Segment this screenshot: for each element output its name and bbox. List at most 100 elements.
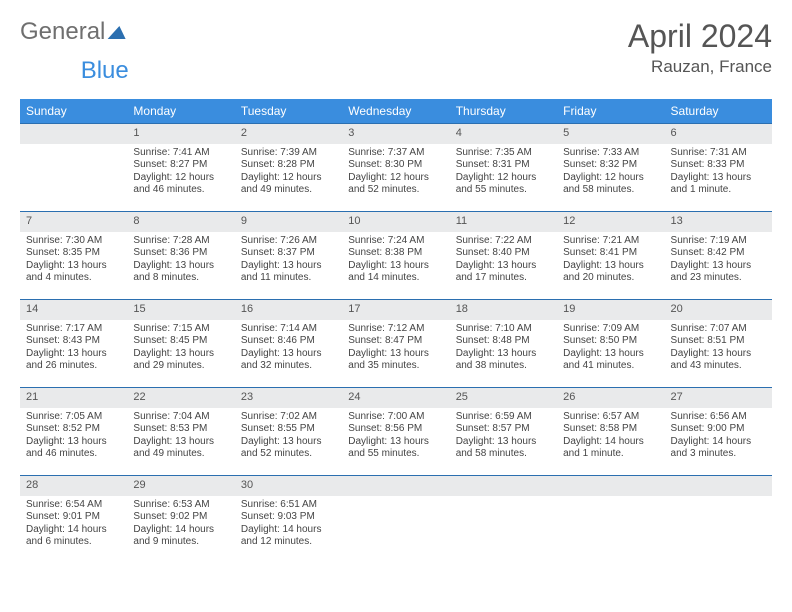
day-info-line: Sunset: 8:35 PM	[26, 247, 121, 260]
calendar-day-cell: 13Sunrise: 7:19 AMSunset: 8:42 PMDayligh…	[665, 211, 772, 299]
calendar-day-cell: 20Sunrise: 7:07 AMSunset: 8:51 PMDayligh…	[665, 299, 772, 387]
day-info-line: and 58 minutes.	[563, 184, 658, 197]
day-body: Sunrise: 6:57 AMSunset: 8:58 PMDaylight:…	[557, 408, 664, 465]
day-info-line: Daylight: 13 hours	[241, 348, 336, 361]
calendar-week-row: 21Sunrise: 7:05 AMSunset: 8:52 PMDayligh…	[20, 387, 772, 475]
day-number-bar: 24	[342, 387, 449, 408]
day-info-line: Sunset: 8:28 PM	[241, 159, 336, 172]
day-body: Sunrise: 7:09 AMSunset: 8:50 PMDaylight:…	[557, 320, 664, 377]
day-info-line: Sunrise: 7:07 AM	[671, 323, 766, 336]
day-info-line: Sunset: 8:37 PM	[241, 247, 336, 260]
day-info-line: Daylight: 13 hours	[26, 260, 121, 273]
day-info-line: Daylight: 12 hours	[133, 172, 228, 185]
day-info-line: Sunset: 8:52 PM	[26, 423, 121, 436]
day-body: Sunrise: 7:31 AMSunset: 8:33 PMDaylight:…	[665, 144, 772, 201]
day-info-line: Sunrise: 7:37 AM	[348, 147, 443, 160]
calendar-table: Sunday Monday Tuesday Wednesday Thursday…	[20, 99, 772, 563]
day-body: Sunrise: 7:00 AMSunset: 8:56 PMDaylight:…	[342, 408, 449, 465]
day-number-bar: 22	[127, 387, 234, 408]
day-info-line: Sunset: 8:45 PM	[133, 335, 228, 348]
day-info-line: and 14 minutes.	[348, 272, 443, 285]
day-info-line: Daylight: 13 hours	[348, 436, 443, 449]
day-body: Sunrise: 7:39 AMSunset: 8:28 PMDaylight:…	[235, 144, 342, 201]
day-info-line: and 29 minutes.	[133, 360, 228, 373]
day-info-line: and 43 minutes.	[671, 360, 766, 373]
day-info-line: Sunset: 8:56 PM	[348, 423, 443, 436]
day-number-bar	[20, 123, 127, 144]
day-info-line: Daylight: 13 hours	[671, 260, 766, 273]
day-body: Sunrise: 7:22 AMSunset: 8:40 PMDaylight:…	[450, 232, 557, 289]
day-info-line: Sunrise: 6:53 AM	[133, 499, 228, 512]
weekday-header-row: Sunday Monday Tuesday Wednesday Thursday…	[20, 99, 772, 123]
logo-text-2: Blue	[81, 57, 129, 85]
day-number-bar: 16	[235, 299, 342, 320]
day-info-line: and 17 minutes.	[456, 272, 551, 285]
day-info-line: and 46 minutes.	[26, 448, 121, 461]
day-info-line: Sunrise: 7:10 AM	[456, 323, 551, 336]
day-body: Sunrise: 6:56 AMSunset: 9:00 PMDaylight:…	[665, 408, 772, 465]
day-info-line: and 55 minutes.	[456, 184, 551, 197]
day-info-line: Sunset: 8:27 PM	[133, 159, 228, 172]
day-info-line: Sunrise: 7:30 AM	[26, 235, 121, 248]
day-info-line: Sunset: 8:43 PM	[26, 335, 121, 348]
calendar-day-cell: 17Sunrise: 7:12 AMSunset: 8:47 PMDayligh…	[342, 299, 449, 387]
day-info-line: Sunset: 8:40 PM	[456, 247, 551, 260]
calendar-week-row: 28Sunrise: 6:54 AMSunset: 9:01 PMDayligh…	[20, 475, 772, 563]
day-info-line: Sunrise: 7:05 AM	[26, 411, 121, 424]
day-body: Sunrise: 7:05 AMSunset: 8:52 PMDaylight:…	[20, 408, 127, 465]
day-info-line: Daylight: 12 hours	[563, 172, 658, 185]
day-body: Sunrise: 7:19 AMSunset: 8:42 PMDaylight:…	[665, 232, 772, 289]
day-body: Sunrise: 7:04 AMSunset: 8:53 PMDaylight:…	[127, 408, 234, 465]
day-info-line: Daylight: 12 hours	[456, 172, 551, 185]
day-info-line: and 52 minutes.	[241, 448, 336, 461]
day-info-line: and 32 minutes.	[241, 360, 336, 373]
day-info-line: Sunrise: 7:26 AM	[241, 235, 336, 248]
calendar-day-cell: 7Sunrise: 7:30 AMSunset: 8:35 PMDaylight…	[20, 211, 127, 299]
day-info-line: Sunrise: 6:51 AM	[241, 499, 336, 512]
day-info-line: Sunrise: 7:31 AM	[671, 147, 766, 160]
day-info-line: Daylight: 13 hours	[456, 436, 551, 449]
day-info-line: and 26 minutes.	[26, 360, 121, 373]
day-info-line: Sunset: 9:01 PM	[26, 511, 121, 524]
day-number-bar: 9	[235, 211, 342, 232]
calendar-day-cell: 26Sunrise: 6:57 AMSunset: 8:58 PMDayligh…	[557, 387, 664, 475]
day-info-line: Sunrise: 7:28 AM	[133, 235, 228, 248]
day-body: Sunrise: 7:28 AMSunset: 8:36 PMDaylight:…	[127, 232, 234, 289]
day-body: Sunrise: 7:37 AMSunset: 8:30 PMDaylight:…	[342, 144, 449, 201]
day-body: Sunrise: 7:17 AMSunset: 8:43 PMDaylight:…	[20, 320, 127, 377]
calendar-day-cell: 8Sunrise: 7:28 AMSunset: 8:36 PMDaylight…	[127, 211, 234, 299]
day-info-line: Sunrise: 7:24 AM	[348, 235, 443, 248]
calendar-day-cell: 30Sunrise: 6:51 AMSunset: 9:03 PMDayligh…	[235, 475, 342, 563]
day-info-line: Daylight: 13 hours	[563, 260, 658, 273]
day-number-bar: 6	[665, 123, 772, 144]
day-info-line: Sunset: 8:57 PM	[456, 423, 551, 436]
day-body: Sunrise: 7:24 AMSunset: 8:38 PMDaylight:…	[342, 232, 449, 289]
day-info-line: and 20 minutes.	[563, 272, 658, 285]
day-info-line: Sunset: 8:38 PM	[348, 247, 443, 260]
weekday-header: Tuesday	[235, 99, 342, 123]
day-info-line: and 8 minutes.	[133, 272, 228, 285]
day-info-line: Sunrise: 6:59 AM	[456, 411, 551, 424]
day-info-line: Sunrise: 7:12 AM	[348, 323, 443, 336]
logo-text-1: General	[20, 18, 105, 46]
day-info-line: Daylight: 14 hours	[563, 436, 658, 449]
day-info-line: Sunrise: 7:22 AM	[456, 235, 551, 248]
day-info-line: Sunset: 9:02 PM	[133, 511, 228, 524]
calendar-day-cell: 9Sunrise: 7:26 AMSunset: 8:37 PMDaylight…	[235, 211, 342, 299]
day-info-line: Sunrise: 7:39 AM	[241, 147, 336, 160]
day-info-line: Sunset: 8:30 PM	[348, 159, 443, 172]
location-label: Rauzan, France	[628, 57, 772, 77]
weekday-header: Wednesday	[342, 99, 449, 123]
day-info-line: Daylight: 13 hours	[348, 348, 443, 361]
day-number-bar	[450, 475, 557, 496]
day-body: Sunrise: 7:30 AMSunset: 8:35 PMDaylight:…	[20, 232, 127, 289]
day-body: Sunrise: 6:59 AMSunset: 8:57 PMDaylight:…	[450, 408, 557, 465]
calendar-day-cell: 12Sunrise: 7:21 AMSunset: 8:41 PMDayligh…	[557, 211, 664, 299]
calendar-day-cell: 15Sunrise: 7:15 AMSunset: 8:45 PMDayligh…	[127, 299, 234, 387]
day-info-line: Sunrise: 7:19 AM	[671, 235, 766, 248]
day-info-line: Sunset: 8:48 PM	[456, 335, 551, 348]
day-number-bar: 27	[665, 387, 772, 408]
day-number-bar: 5	[557, 123, 664, 144]
day-info-line: Daylight: 14 hours	[133, 524, 228, 537]
day-number-bar: 20	[665, 299, 772, 320]
